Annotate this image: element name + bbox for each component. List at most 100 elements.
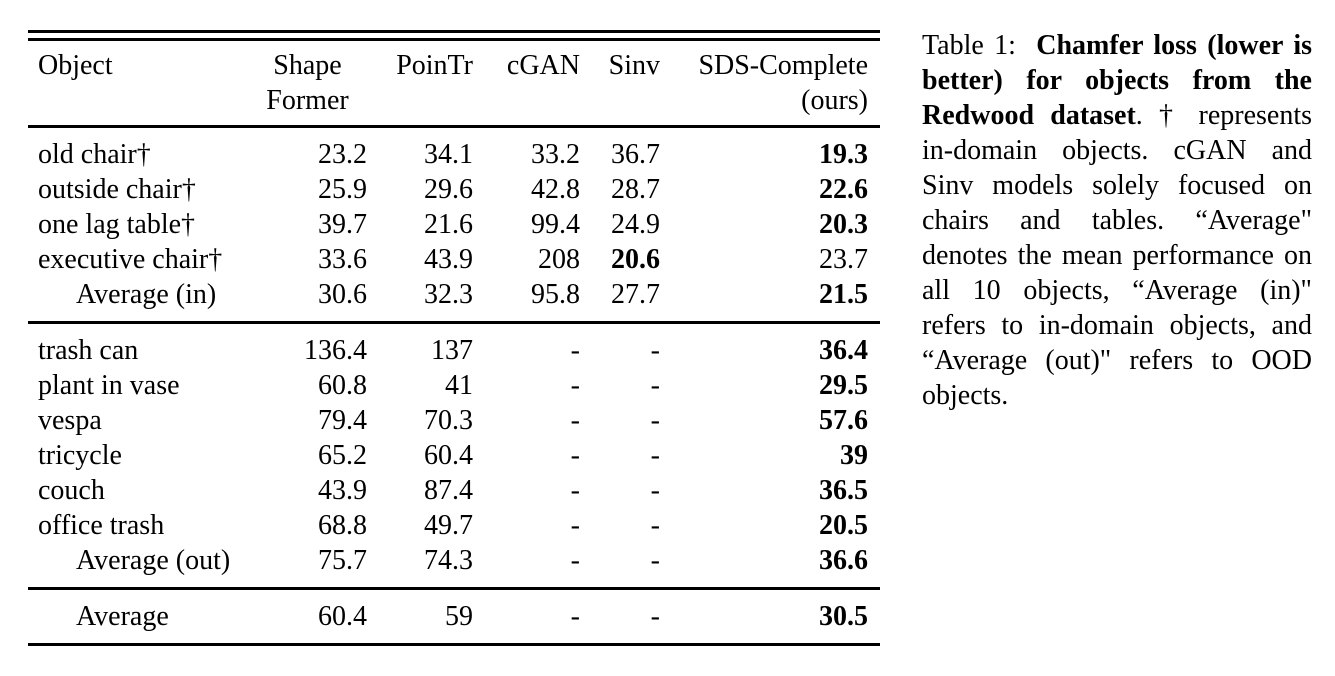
- row-label: Average (out): [76, 545, 231, 576]
- table-group-in-domain: old chair† 23.2 34.1 33.2 36.7 19.3 outside ch…: [28, 128, 880, 321]
- row-label: plant in vase: [38, 370, 180, 401]
- row-label: executive chair†: [38, 244, 223, 275]
- cell-shapeformer: 60.8: [318, 370, 367, 401]
- cell-pointr: 34.1: [424, 139, 473, 170]
- caption-bold-text: Chamfer loss (lower is better) for objec…: [922, 30, 1312, 131]
- cell-sds-complete: 39: [840, 440, 868, 471]
- group-separator-rule: [28, 587, 880, 590]
- group-separator-rule: [28, 321, 880, 324]
- row-label: one lag table†: [38, 209, 196, 240]
- cell-sds-complete: 22.6: [819, 174, 868, 205]
- cell-sds-complete: 57.6: [819, 405, 868, 436]
- cell-shapeformer: 25.9: [318, 174, 367, 205]
- cell-shapeformer: 43.9: [318, 475, 367, 506]
- cell-sds-complete: 23.7: [819, 244, 868, 275]
- cell-cgan: -: [570, 510, 580, 541]
- cell-shapeformer: 60.4: [318, 601, 367, 632]
- row-label: couch: [38, 475, 105, 506]
- cell-pointr: 70.3: [424, 405, 473, 436]
- table-row: tricycle 65.2 60.4 - - 39: [28, 438, 880, 473]
- column-header-shapeformer-line1: Shape: [273, 50, 342, 81]
- table-row: Average (in) 30.6 32.3 95.8 27.7 21.5: [28, 277, 880, 312]
- cell-sinv: -: [650, 545, 660, 576]
- column-header-sds-complete-line2: (ours): [801, 85, 868, 116]
- results-table: Object Shape Former PoinTr cGAN Sinv SDS…: [28, 30, 880, 646]
- caption-label: Table 1:: [922, 30, 1016, 61]
- cell-pointr: 32.3: [424, 279, 473, 310]
- table-row: Average (out) 75.7 74.3 - - 36.6: [28, 543, 880, 578]
- row-label: office trash: [38, 510, 165, 541]
- column-header-cgan: cGAN: [506, 50, 580, 81]
- header-rule: [28, 125, 880, 128]
- cell-sinv: -: [650, 335, 660, 366]
- cell-sds-complete: 36.5: [819, 475, 868, 506]
- cell-shapeformer: 79.4: [318, 405, 367, 436]
- cell-cgan: -: [570, 545, 580, 576]
- cell-sinv: -: [650, 370, 660, 401]
- cell-sinv: -: [650, 510, 660, 541]
- table-row: Average 60.4 59 - - 30.5: [28, 599, 880, 634]
- table-row: trash can 136.4 137 - - 36.4: [28, 333, 880, 368]
- table-top-rule: [28, 30, 880, 41]
- cell-cgan: 33.2: [531, 139, 580, 170]
- cell-sinv: 27.7: [611, 279, 660, 310]
- caption-body-text: . † represents in-domain objects. cGAN a…: [922, 100, 1312, 411]
- table-body: old chair† 23.2 34.1 33.2 36.7 19.3 outside ch…: [28, 128, 880, 646]
- table-row: plant in vase 60.8 41 - - 29.5: [28, 368, 880, 403]
- table-caption: Table 1: Chamfer loss (lower is better) …: [922, 28, 1312, 413]
- row-label: trash can: [38, 335, 139, 366]
- cell-pointr: 29.6: [424, 174, 473, 205]
- cell-shapeformer: 23.2: [318, 139, 367, 170]
- cell-sinv: 20.6: [611, 244, 660, 275]
- table-group-overall: Average 60.4 59 - - 30.5: [28, 590, 880, 643]
- column-header-sinv: Sinv: [608, 50, 660, 81]
- cell-pointr: 137: [431, 335, 473, 366]
- cell-sinv: 24.9: [611, 209, 660, 240]
- row-label: old chair†: [38, 139, 151, 170]
- cell-shapeformer: 33.6: [318, 244, 367, 275]
- table-row: old chair† 23.2 34.1 33.2 36.7 19.3: [28, 137, 880, 172]
- cell-cgan: -: [570, 601, 580, 632]
- cell-cgan: -: [570, 405, 580, 436]
- cell-cgan: -: [570, 335, 580, 366]
- table-bottom-rule: [28, 643, 880, 646]
- cell-sinv: -: [650, 601, 660, 632]
- cell-sds-complete: 20.5: [819, 510, 868, 541]
- cell-sds-complete: 20.3: [819, 209, 868, 240]
- table-row: office trash 68.8 49.7 - - 20.5: [28, 508, 880, 543]
- row-label: Average (in): [76, 279, 217, 310]
- cell-shapeformer: 68.8: [318, 510, 367, 541]
- column-header-shapeformer: Shape Former: [248, 48, 367, 125]
- row-label: Average: [76, 601, 169, 632]
- column-header-pointr: PoinTr: [396, 50, 473, 81]
- cell-sds-complete: 21.5: [819, 279, 868, 310]
- cell-pointr: 59: [445, 601, 473, 632]
- column-header-sds-complete: SDS-Complete (ours): [660, 48, 868, 125]
- column-header-object: Object: [38, 50, 113, 81]
- cell-cgan: 95.8: [531, 279, 580, 310]
- column-header-sds-complete-line1: SDS-Complete: [698, 50, 868, 81]
- table-group-out-of-domain: trash can 136.4 137 - - 36.4 plant in vase 60.8…: [28, 324, 880, 587]
- cell-cgan: 99.4: [531, 209, 580, 240]
- cell-cgan: -: [570, 370, 580, 401]
- cell-sinv: -: [650, 405, 660, 436]
- cell-pointr: 41: [445, 370, 473, 401]
- cell-sds-complete: 30.5: [819, 601, 868, 632]
- cell-pointr: 43.9: [424, 244, 473, 275]
- row-label: tricycle: [38, 440, 122, 471]
- cell-shapeformer: 136.4: [304, 335, 367, 366]
- cell-shapeformer: 75.7: [318, 545, 367, 576]
- cell-pointr: 74.3: [424, 545, 473, 576]
- cell-pointr: 21.6: [424, 209, 473, 240]
- cell-sinv: 28.7: [611, 174, 660, 205]
- column-header-shapeformer-line2: Former: [266, 85, 349, 116]
- cell-sinv: -: [650, 440, 660, 471]
- cell-sinv: -: [650, 475, 660, 506]
- cell-sds-complete: 36.4: [819, 335, 868, 366]
- table-row: one lag table† 39.7 21.6 99.4 24.9 20.3: [28, 207, 880, 242]
- row-label: vespa: [38, 405, 102, 436]
- cell-pointr: 49.7: [424, 510, 473, 541]
- cell-sinv: 36.7: [611, 139, 660, 170]
- cell-cgan: 42.8: [531, 174, 580, 205]
- cell-pointr: 60.4: [424, 440, 473, 471]
